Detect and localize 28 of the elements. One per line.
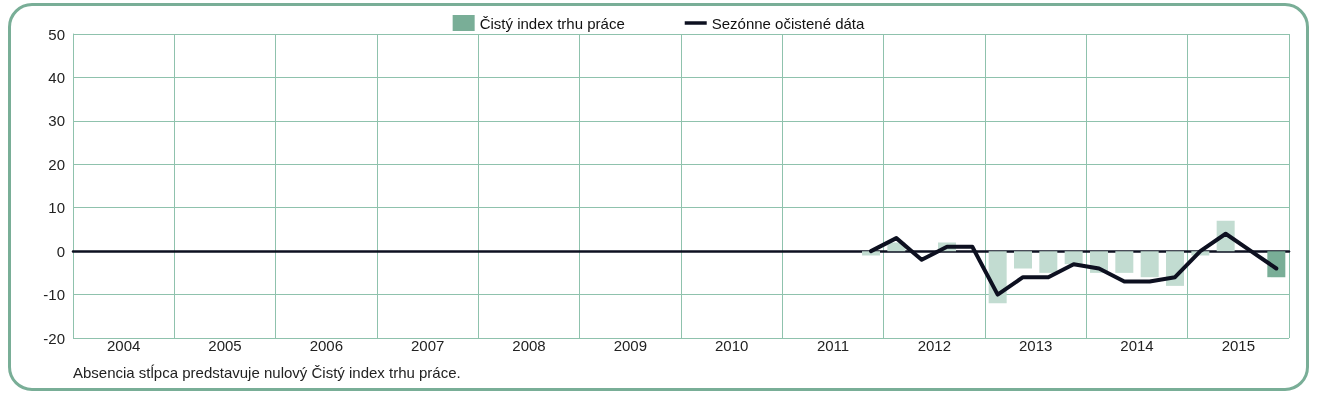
y-tick-label: 40: [48, 68, 65, 86]
x-tick-label: 2006: [309, 337, 344, 354]
x-tick-label: 2015: [1221, 337, 1256, 354]
y-tick-label: 0: [56, 242, 65, 260]
bar: [1039, 251, 1058, 273]
legend-label: Sezónne očistené dáta: [711, 14, 865, 32]
x-tick-label: 2009: [613, 337, 648, 354]
x-tick-label: 2007: [410, 337, 445, 354]
bar: [1115, 251, 1134, 273]
legend-label: Čistý index trhu práce: [479, 14, 625, 32]
y-tick-label: 10: [48, 199, 65, 217]
y-tick-label: -10: [43, 286, 65, 304]
y-tick-label: -20: [43, 329, 65, 347]
y-tick-label: 50: [48, 25, 65, 43]
x-tick-label: 2013: [1018, 337, 1053, 354]
bar: [1014, 251, 1032, 269]
x-tick-label: 2005: [208, 337, 242, 354]
bar: [1140, 251, 1159, 278]
y-tick-label: 20: [48, 155, 65, 173]
y-tick-label: 30: [48, 112, 65, 130]
x-tick-label: 2012: [917, 337, 952, 354]
x-tick-label: 2011: [816, 337, 850, 354]
x-tick-label: 2010: [714, 337, 749, 354]
x-tick-label: 2008: [512, 337, 546, 354]
x-tick-label: 2004: [106, 337, 141, 354]
x-tick-label: 2014: [1120, 337, 1154, 354]
text: Absencia stĺpca predstavuje nulový Čistý index trhu práce.: [73, 364, 461, 381]
bar: [1064, 251, 1083, 265]
